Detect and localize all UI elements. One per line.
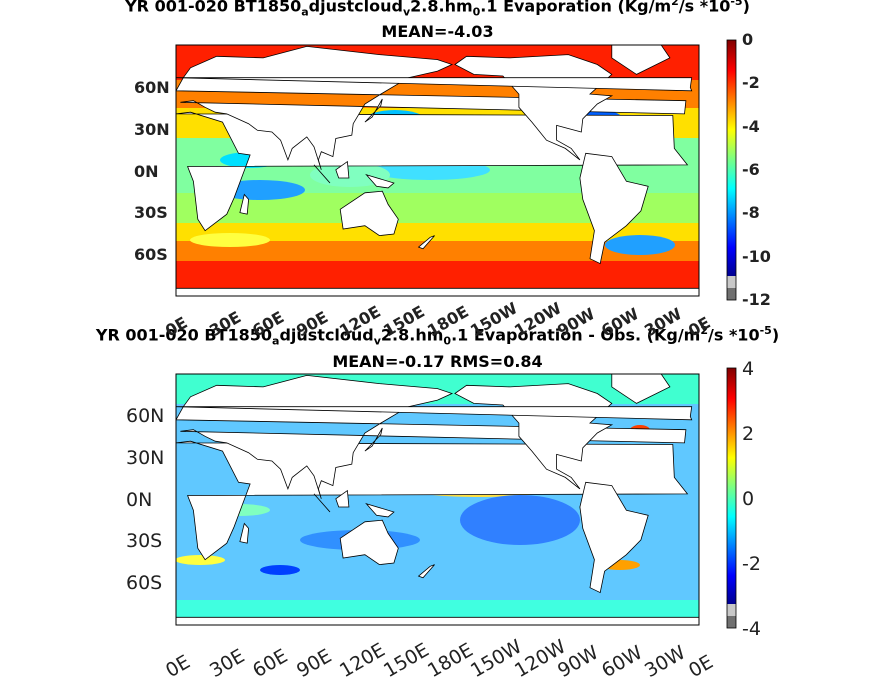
y-tick-label: 60S: [134, 245, 168, 265]
land-polygon: [365, 173, 395, 189]
land-polygon: [611, 45, 671, 75]
colorbar-tick-label: -2: [742, 553, 761, 575]
bottom-land: [176, 374, 699, 625]
top-subtitle: MEAN=-4.03: [381, 22, 494, 41]
colorbar-tick-label: -10: [742, 246, 771, 266]
land-polygon: [335, 489, 350, 508]
figure-canvas: [175, 39, 737, 629]
y-tick-label: 30N: [134, 119, 170, 139]
land-polygon: [176, 616, 699, 625]
bottom-subtitle: MEAN=-0.17 RMS=0.84: [332, 352, 543, 371]
bottom-plot-frame: [175, 373, 700, 626]
colorbar-tick-label: 0: [742, 488, 755, 510]
colorbar-tick-label: -6: [742, 160, 760, 179]
bottom-colorbar: [726, 367, 737, 629]
land-polygon: [364, 427, 383, 452]
land-polygon: [365, 502, 395, 518]
colorbar-tick-label: 0: [742, 30, 754, 49]
colorbar-tick-label: -8: [742, 203, 760, 223]
land-polygon: [417, 235, 435, 250]
land-polygon: [176, 77, 693, 92]
y-tick-label: 30N: [126, 446, 165, 469]
land-polygon: [335, 160, 350, 179]
colorbar-tick-label: -2: [742, 73, 760, 93]
land-polygon: [313, 493, 331, 513]
land-polygon: [579, 481, 649, 594]
land-polygon: [176, 406, 693, 421]
y-tick-label: 30S: [134, 203, 168, 223]
top-land: [176, 45, 699, 296]
colorbar-tick-label: -4: [742, 618, 761, 640]
land-polygon: [579, 152, 649, 265]
y-tick-label: 0N: [134, 161, 159, 181]
land-polygon: [239, 193, 250, 215]
land-polygon: [364, 98, 383, 123]
colorbar-tick-label: 4: [742, 358, 755, 380]
land-polygon: [176, 374, 687, 499]
land-polygon: [417, 564, 435, 579]
y-tick-label: 60N: [126, 404, 165, 427]
land-polygon: [176, 45, 687, 170]
top-plot-frame: [175, 44, 700, 297]
land-polygon: [339, 190, 399, 237]
land-polygon: [176, 287, 699, 296]
colorbar-tick-label: 2: [742, 423, 755, 445]
land-polygon: [313, 164, 331, 184]
colorbar-tick-label: -4: [742, 116, 760, 136]
y-tick-label: 60N: [134, 77, 170, 97]
colorbar-tick-label: -12: [742, 290, 771, 309]
land-polygon: [339, 519, 399, 566]
top-colorbar: [726, 39, 737, 301]
top-title: YR 001-020 BT1850adjustcloudv2.8.hm0.1 E…: [125, 0, 750, 19]
y-tick-label: 30S: [126, 530, 163, 553]
land-polygon: [239, 522, 250, 544]
y-tick-label: 0N: [126, 488, 153, 511]
land-polygon: [611, 374, 671, 404]
y-tick-label: 60S: [126, 572, 163, 595]
bottom-title: YR 001-020 BT1850adjustcloudv2.8.hm0.1 E…: [95, 324, 780, 348]
